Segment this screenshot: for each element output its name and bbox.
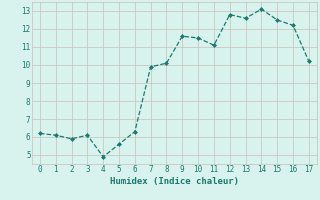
X-axis label: Humidex (Indice chaleur): Humidex (Indice chaleur) <box>110 177 239 186</box>
